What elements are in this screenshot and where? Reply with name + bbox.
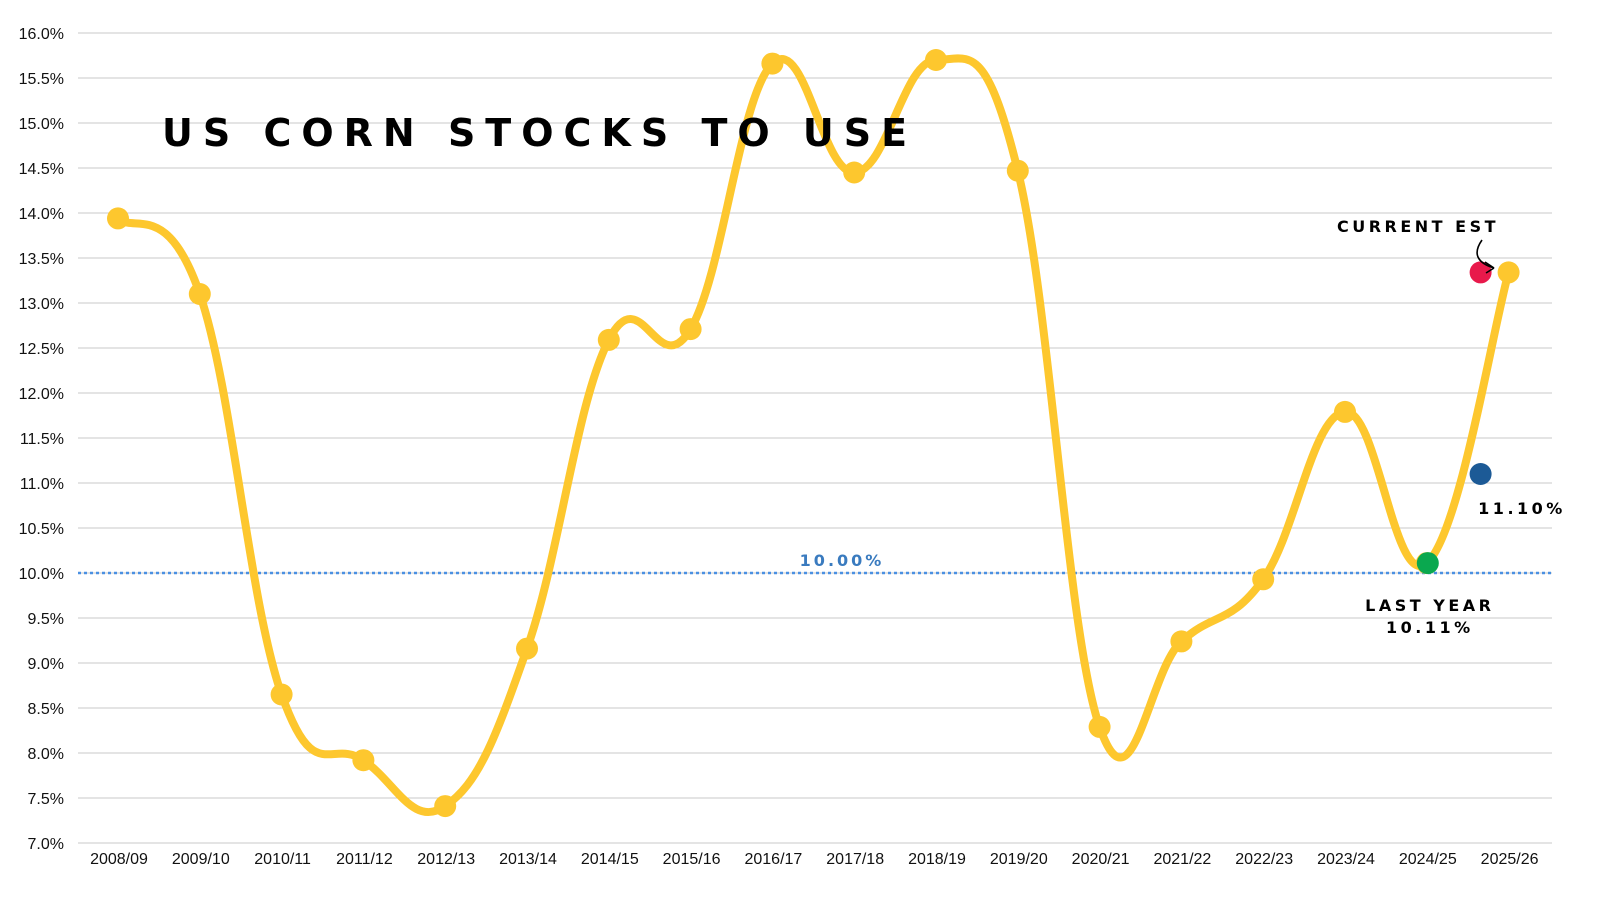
y-tick-label: 14.0% xyxy=(19,206,64,223)
x-tick-label: 2017/18 xyxy=(826,851,884,868)
y-tick-label: 16.0% xyxy=(19,26,64,43)
y-tick-label: 12.5% xyxy=(19,341,64,358)
highlight-label: CURRENT EST xyxy=(1337,217,1499,236)
y-axis: 7.0% 7.5% 8.0% 8.5% 9.0% 9.5% 10.0% 10.5% 11.0% 1… xyxy=(19,26,64,853)
series-group xyxy=(107,49,1520,818)
x-tick-label: 2021/22 xyxy=(1153,851,1211,868)
highlight-point xyxy=(1469,463,1492,485)
y-tick-label: 15.5% xyxy=(19,71,64,88)
data-point xyxy=(679,318,702,341)
x-tick-label: 2020/21 xyxy=(1072,851,1130,868)
y-tick-label: 14.5% xyxy=(19,161,64,178)
x-axis: 2008/09 2009/10 2010/11 2011/12 2012/13 2013/… xyxy=(90,851,1539,868)
chart-title: US CORN STOCKS TO USE xyxy=(162,111,917,155)
series-line xyxy=(114,54,1513,816)
y-tick-label: 13.5% xyxy=(19,251,64,268)
highlight-label: 10.11% xyxy=(1386,618,1474,637)
data-point xyxy=(1170,630,1193,653)
data-point xyxy=(761,52,784,75)
data-point xyxy=(843,161,866,184)
y-tick-label: 10.5% xyxy=(19,521,64,538)
data-point xyxy=(352,749,375,772)
y-tick-label: 9.5% xyxy=(28,611,64,628)
x-tick-label: 2016/17 xyxy=(744,851,802,868)
x-tick-label: 2008/09 xyxy=(90,851,148,868)
y-tick-label: 7.0% xyxy=(28,836,64,853)
x-tick-label: 2018/19 xyxy=(908,851,966,868)
data-point xyxy=(270,683,293,706)
data-point xyxy=(1252,568,1275,591)
annotation-arrowhead xyxy=(1484,261,1495,274)
x-tick-label: 2024/25 xyxy=(1399,851,1457,868)
reference-line-label: 10.00% xyxy=(800,551,885,570)
y-tick-label: 10.0% xyxy=(19,566,64,583)
data-point xyxy=(925,49,947,71)
x-tick-label: 2014/15 xyxy=(581,851,639,868)
y-tick-label: 12.0% xyxy=(19,386,64,403)
data-point xyxy=(1497,261,1520,284)
y-tick-label: 15.0% xyxy=(19,116,64,133)
y-tick-label: 9.0% xyxy=(28,656,64,673)
x-tick-label: 2023/24 xyxy=(1317,851,1375,868)
y-tick-label: 11.0% xyxy=(20,476,64,493)
x-tick-label: 2015/16 xyxy=(663,851,721,868)
data-point xyxy=(1088,715,1111,738)
data-point xyxy=(107,207,129,230)
highlight-label: LAST YEAR xyxy=(1365,596,1494,615)
x-tick-label: 2009/10 xyxy=(172,851,230,868)
highlights-group: LAST YEAR 10.11% CURRENT EST 11.10% xyxy=(1337,217,1566,637)
annotation-arrow xyxy=(1476,239,1495,269)
y-tick-label: 8.5% xyxy=(28,701,64,718)
highlight-point xyxy=(1416,552,1439,575)
x-tick-label: 2011/12 xyxy=(336,851,393,868)
reference-line-group: 10.00% xyxy=(78,551,1552,575)
data-point xyxy=(1006,159,1029,182)
x-tick-label: 2019/20 xyxy=(990,851,1048,868)
y-tick-label: 8.0% xyxy=(28,746,64,763)
x-tick-label: 2013/14 xyxy=(499,851,557,868)
gridlines xyxy=(78,32,1552,844)
data-point xyxy=(597,328,620,351)
x-tick-label: 2010/11 xyxy=(254,851,311,868)
x-tick-label: 2012/13 xyxy=(417,851,475,868)
data-point xyxy=(1334,400,1356,423)
highlight-label: 11.10% xyxy=(1478,499,1566,518)
y-tick-label: 11.5% xyxy=(20,431,64,448)
data-point xyxy=(516,637,538,660)
x-tick-label: 2022/23 xyxy=(1235,851,1293,868)
data-point xyxy=(434,795,457,818)
highlight-point xyxy=(1469,261,1492,284)
y-tick-label: 13.0% xyxy=(19,296,64,313)
y-tick-label: 7.5% xyxy=(28,791,64,808)
x-tick-label: 2025/26 xyxy=(1481,851,1539,868)
data-point xyxy=(188,283,211,305)
